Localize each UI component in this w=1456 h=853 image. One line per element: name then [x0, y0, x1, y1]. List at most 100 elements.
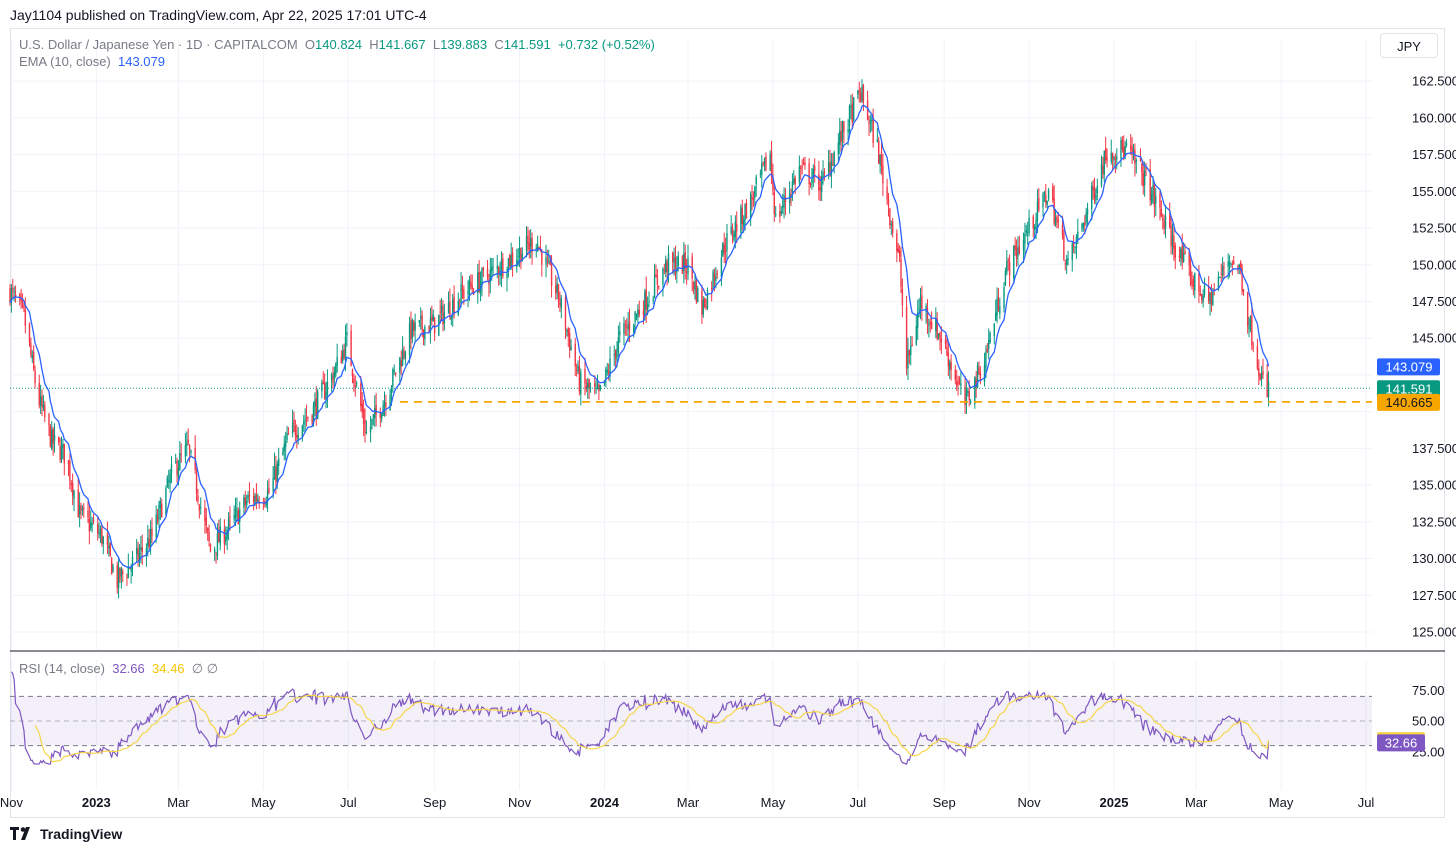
- candle-body: [1152, 185, 1154, 196]
- candle-body: [1065, 258, 1068, 266]
- candle-body: [584, 368, 586, 384]
- price-tick-label: 157.500: [1412, 147, 1456, 162]
- candle-body: [179, 453, 181, 471]
- candle-body: [1032, 216, 1034, 229]
- currency-button[interactable]: JPY: [1380, 33, 1438, 58]
- candle-body: [433, 317, 436, 334]
- close-label: C: [494, 37, 504, 52]
- candle-body: [878, 140, 880, 164]
- candle-body: [58, 436, 60, 443]
- candle-body: [841, 121, 844, 140]
- candle-body: [976, 364, 979, 388]
- candle-body: [1233, 260, 1235, 264]
- candle-body: [392, 369, 394, 388]
- candle-body: [818, 173, 820, 191]
- candle-body: [343, 349, 345, 359]
- candle-body: [589, 386, 592, 388]
- candle-body: [606, 370, 608, 373]
- candle-body: [985, 351, 987, 368]
- ema-label[interactable]: EMA (10, close): [19, 54, 111, 69]
- rsi-badge-text: 32.66: [1385, 735, 1418, 750]
- candle-body: [452, 299, 454, 316]
- candle-body: [486, 268, 489, 277]
- candle-body: [950, 362, 952, 370]
- candle-body: [876, 139, 879, 142]
- candle-body: [325, 392, 327, 400]
- candle-body: [67, 460, 70, 465]
- symbol-name[interactable]: U.S. Dollar / Japanese Yen · 1D · CAPITA…: [19, 37, 298, 52]
- candle-body: [364, 420, 366, 434]
- candle-body: [607, 371, 610, 374]
- candle-body: [234, 508, 237, 518]
- candle-body: [1063, 233, 1065, 260]
- candle-body: [936, 318, 938, 339]
- candle-body: [138, 552, 141, 559]
- candle-body: [112, 566, 114, 572]
- candle-body: [1178, 255, 1181, 258]
- candle-body: [1008, 262, 1011, 276]
- candle-body: [898, 250, 901, 257]
- candle-body: [1077, 231, 1079, 239]
- candle-body: [457, 300, 459, 315]
- time-tick-label: Nov: [0, 795, 23, 810]
- ema-badge-text: 143.079: [1386, 359, 1433, 374]
- candle-body: [19, 294, 21, 299]
- candle-body: [896, 233, 898, 251]
- candle-body: [351, 369, 354, 377]
- candle-body: [723, 244, 725, 254]
- candle-body: [333, 372, 336, 380]
- candle-body: [555, 285, 557, 294]
- candle-body: [1084, 222, 1086, 225]
- candle-body: [190, 450, 192, 453]
- candle-body: [265, 502, 267, 506]
- candle-body: [159, 501, 162, 508]
- candle-body: [1223, 266, 1225, 268]
- candle-body: [594, 383, 596, 387]
- candle-body: [311, 415, 313, 423]
- candle-body: [988, 339, 990, 349]
- candle-body: [413, 321, 415, 332]
- candle-body: [940, 338, 943, 343]
- candle-body: [453, 296, 455, 313]
- rsi-label[interactable]: RSI (14, close): [19, 661, 105, 676]
- candle-body: [1231, 263, 1234, 265]
- candle-body: [1181, 245, 1183, 263]
- candle-body: [509, 254, 511, 267]
- close-badge-text: 141.591: [1386, 381, 1433, 396]
- candle-body: [613, 353, 615, 356]
- candle-body: [1121, 139, 1124, 150]
- candle-body: [301, 425, 304, 437]
- candle-body: [419, 317, 422, 319]
- candle-body: [713, 273, 716, 281]
- candle-body: [73, 491, 75, 500]
- candle-body: [321, 383, 323, 392]
- candle-body: [458, 299, 461, 301]
- candle-body: [702, 299, 705, 315]
- candle-body: [889, 208, 891, 225]
- candles: [9, 79, 1270, 599]
- candle-body: [954, 369, 957, 380]
- candle-body: [492, 266, 494, 268]
- candle-body: [1100, 164, 1103, 186]
- footer-logo[interactable]: TradingView: [10, 826, 122, 842]
- candle-body: [1033, 226, 1036, 230]
- candle-body: [1155, 196, 1157, 204]
- candle-body: [536, 244, 539, 252]
- time-tick-label: May: [1269, 795, 1294, 810]
- candle-body: [116, 564, 118, 588]
- candle-body: [293, 419, 295, 424]
- candle-body: [322, 381, 324, 385]
- candle-body: [627, 323, 629, 330]
- candle-body: [219, 526, 221, 545]
- price-tick-label: 160.000: [1412, 110, 1456, 125]
- candle-body: [983, 364, 986, 382]
- candle-body: [837, 142, 840, 155]
- candle-body: [827, 162, 830, 173]
- candle-body: [529, 238, 532, 247]
- candle-body: [809, 183, 812, 185]
- candle-body: [126, 577, 128, 579]
- time-tick-label: Nov: [1018, 795, 1042, 810]
- candle-body: [783, 195, 785, 208]
- candle-body: [304, 420, 306, 422]
